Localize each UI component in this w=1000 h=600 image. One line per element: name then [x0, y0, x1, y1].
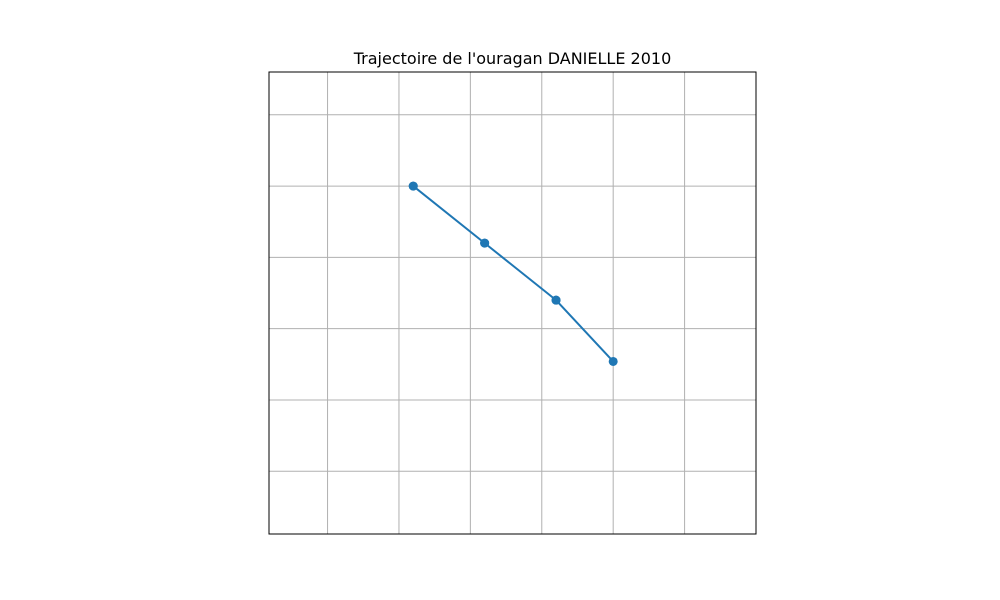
track-point-3 [608, 356, 618, 366]
track-point-4 [551, 295, 561, 305]
chart-title: Trajectoire de l'ouragan DANIELLE 2010 [353, 49, 672, 68]
series-layer [408, 181, 618, 366]
track-point-6 [408, 181, 418, 191]
grid-lines [269, 72, 756, 534]
track-point-5 [480, 238, 490, 248]
series-line-0 [412, 185, 615, 363]
plot-frame [268, 71, 757, 535]
